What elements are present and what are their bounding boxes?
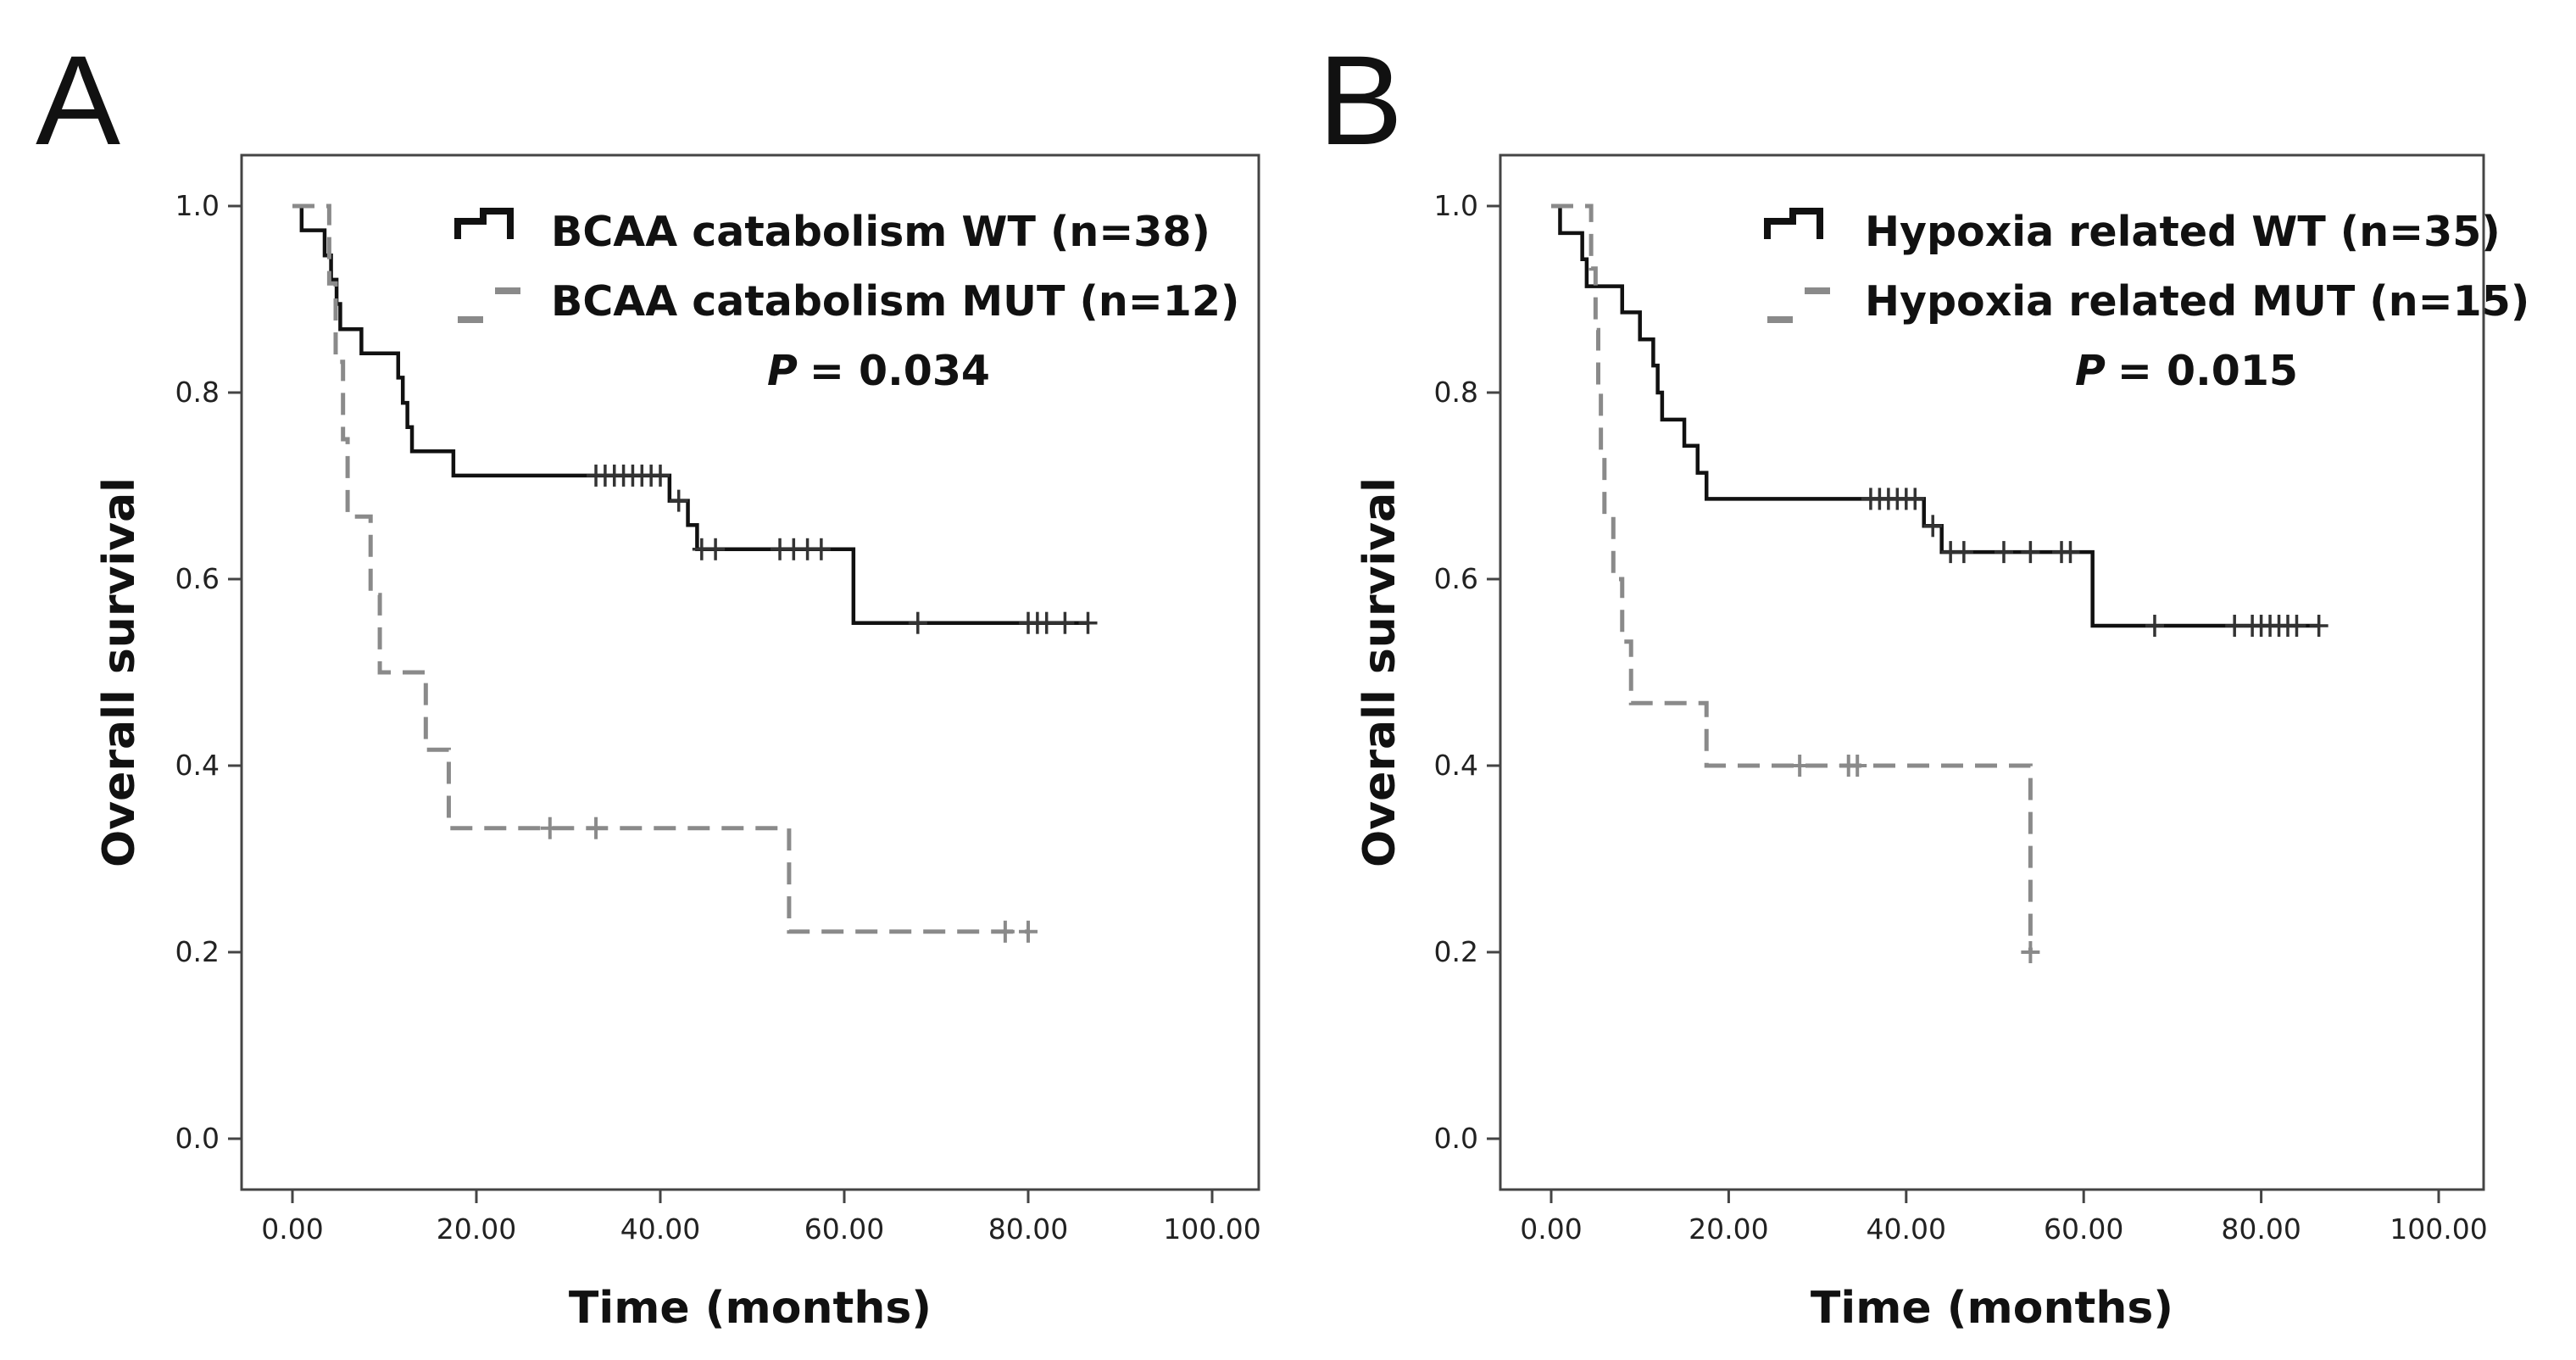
censor-mark-mut	[995, 920, 1015, 943]
x-axis: 0.00 20.00 40.00 60.00 80.00 100.00	[1520, 1190, 2488, 1246]
censor-mark-wt	[1055, 611, 1075, 634]
panel-a: A 0.0 0.2 0.4 0.6 0.8 1.0 0.00 20.00 40.00 60.00…	[36, 29, 1261, 1334]
censor-mark-wt	[811, 538, 831, 560]
x-tick-label: 20.00	[437, 1212, 516, 1246]
x-tick-label: 60.00	[804, 1212, 884, 1246]
x-tick-label: 40.00	[620, 1212, 700, 1246]
censor-mark-wt	[2021, 541, 2040, 564]
y-axis: 0.0 0.2 0.4 0.6 0.8 1.0	[175, 189, 242, 1155]
censor-mark-wt	[651, 464, 670, 487]
legend-label-wt: BCAA catabolism WT (n=38)	[551, 208, 1210, 256]
p-value-number: = 0.015	[2117, 347, 2298, 395]
legend-label-wt: Hypoxia related WT (n=35)	[1865, 208, 2501, 256]
censor-mark-mut	[587, 817, 606, 839]
plot-frame	[1499, 153, 2485, 1191]
legend-label-mut: Hypoxia related MUT (n=15)	[1865, 277, 2529, 326]
p-value-symbol: P	[767, 347, 798, 395]
y-tick-label: 0.2	[175, 935, 220, 968]
y-tick-label: 0.4	[1434, 749, 1478, 782]
y-tick-label: 0.2	[1434, 935, 1478, 968]
y-tick-label: 0.6	[1434, 562, 1478, 595]
censor-mark-wt	[2061, 541, 2080, 564]
p-value-symbol: P	[2075, 347, 2106, 395]
p-value: P = 0.015	[2075, 347, 2298, 395]
survival-curve-mut	[1551, 203, 2033, 952]
legend: BCAA catabolism WT (n=38) BCAA catabolis…	[454, 208, 1239, 326]
p-value-number: = 0.034	[810, 347, 990, 395]
censor-mark-wt	[1906, 488, 1925, 510]
x-axis: 0.00 20.00 40.00 60.00 80.00 100.00	[261, 1190, 1261, 1246]
x-tick-label: 60.00	[2044, 1212, 2123, 1246]
panel-letter: B	[1318, 29, 1403, 171]
curves	[292, 203, 1098, 943]
x-axis-label: Time (months)	[569, 1283, 932, 1334]
curves	[1551, 203, 2328, 963]
y-tick-label: 0.0	[175, 1122, 220, 1155]
survival-curve-wt	[1551, 203, 2319, 628]
legend-swatch-wt	[454, 208, 514, 239]
censor-mark-wt	[1923, 515, 1943, 538]
x-axis-label: Time (months)	[1811, 1283, 2173, 1334]
censor-mark-mut	[1019, 920, 1038, 943]
censor-mark-wt	[908, 611, 927, 634]
x-tick-label: 0.00	[261, 1212, 323, 1246]
panel-b: B 0.0 0.2 0.4 0.6 0.8 1.0 0.00 20.00 40.00 60.00…	[1318, 29, 2529, 1334]
y-tick-label: 0.4	[175, 749, 220, 782]
censor-mark-mut	[540, 817, 559, 839]
x-tick-label: 20.00	[1689, 1212, 1768, 1246]
censor-mark-wt	[1954, 541, 1973, 564]
censor-mark-mut	[1848, 755, 1867, 777]
censor-mark-wt	[1078, 611, 1098, 634]
x-tick-label: 80.00	[988, 1212, 1068, 1246]
x-tick-label: 80.00	[2221, 1212, 2301, 1246]
y-tick-label: 1.0	[1434, 189, 1478, 222]
censor-mark-wt	[1037, 611, 1056, 634]
censor-mark-mut	[2021, 941, 2040, 963]
x-tick-label: 40.00	[1867, 1212, 1946, 1246]
legend: Hypoxia related WT (n=35) Hypoxia relate…	[1764, 208, 2529, 326]
panel-letter: A	[36, 29, 120, 171]
censor-mark-wt	[669, 489, 688, 512]
survival-curve-wt	[292, 203, 1088, 625]
y-tick-label: 0.0	[1434, 1122, 1478, 1155]
censor-mark-wt	[2287, 615, 2306, 637]
censor-mark-wt	[2309, 615, 2328, 637]
y-axis-label: Overall survival	[1355, 477, 1405, 867]
y-tick-label: 0.8	[175, 376, 220, 409]
censor-mark-wt	[2225, 615, 2245, 637]
legend-label-mut: BCAA catabolism MUT (n=12)	[551, 277, 1239, 326]
p-value: P = 0.034	[767, 347, 990, 395]
y-axis-label: Overall survival	[94, 477, 145, 867]
y-axis: 0.0 0.2 0.4 0.6 0.8 1.0	[1434, 189, 1500, 1155]
x-tick-label: 0.00	[1520, 1212, 1582, 1246]
censor-mark-mut	[1790, 755, 1810, 777]
y-tick-label: 0.8	[1434, 376, 1478, 409]
y-tick-label: 1.0	[175, 189, 220, 222]
y-tick-label: 0.6	[175, 562, 220, 595]
censor-mark-wt	[2145, 615, 2164, 637]
censor-mark-wt	[706, 538, 726, 560]
censor-mark-wt	[1994, 541, 2013, 564]
x-tick-label: 100.00	[1163, 1212, 1260, 1246]
x-tick-label: 100.00	[2390, 1212, 2487, 1246]
survival-curve-mut	[292, 203, 1028, 934]
legend-swatch-wt	[1764, 208, 1823, 239]
plot-frame	[240, 153, 1260, 1191]
